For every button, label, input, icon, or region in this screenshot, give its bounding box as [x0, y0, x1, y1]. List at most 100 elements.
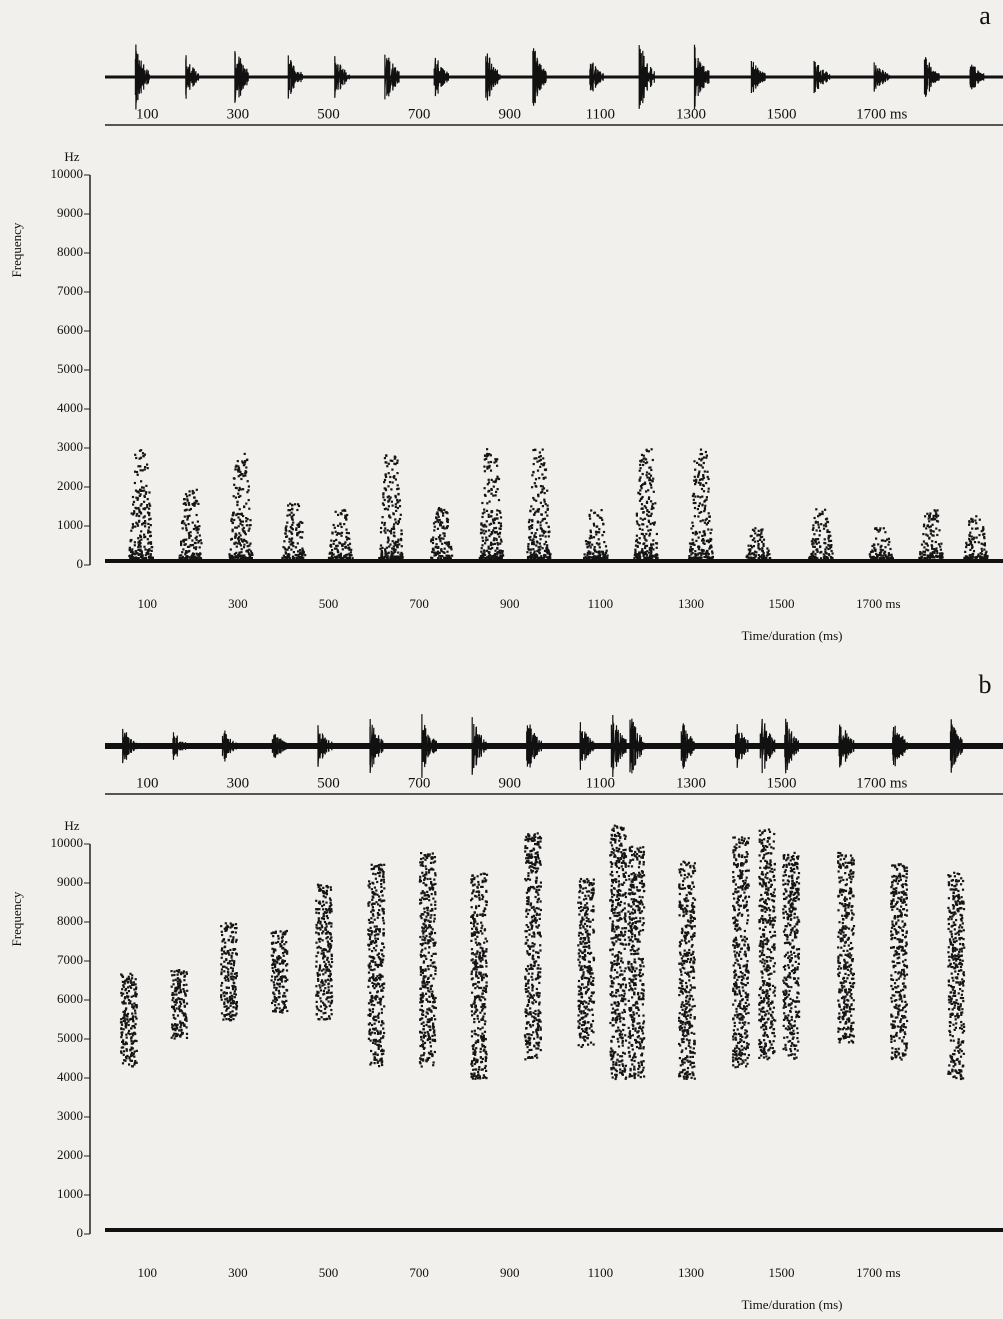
dot — [421, 1065, 423, 1067]
dot — [648, 467, 650, 469]
dot — [285, 977, 287, 979]
dot — [705, 499, 707, 501]
dot — [525, 916, 527, 918]
dot — [492, 481, 494, 483]
dot — [378, 914, 380, 916]
dot — [171, 999, 173, 1001]
dot — [278, 937, 280, 939]
dot — [649, 549, 651, 551]
dot — [642, 543, 644, 545]
dot — [419, 899, 421, 901]
dot — [286, 1010, 288, 1012]
dot — [548, 531, 550, 533]
dot — [186, 1033, 188, 1035]
dot — [689, 557, 691, 559]
dot — [139, 458, 141, 460]
dot — [431, 557, 433, 559]
dot — [149, 505, 151, 507]
dot — [641, 551, 643, 553]
dot — [151, 550, 153, 552]
dot — [432, 898, 434, 900]
dot — [439, 509, 441, 511]
dot — [186, 1020, 188, 1022]
dot — [323, 915, 325, 917]
dot — [224, 1006, 226, 1008]
dot — [703, 530, 705, 532]
dot — [472, 968, 474, 970]
dot — [373, 968, 375, 970]
dot — [690, 546, 692, 548]
dot — [320, 989, 322, 991]
dot — [147, 553, 149, 555]
y-tick-label: 6000 — [57, 322, 83, 337]
dot — [425, 1024, 427, 1026]
dot — [487, 557, 489, 559]
dot — [241, 548, 243, 550]
dot — [525, 1015, 527, 1017]
dot — [438, 516, 440, 518]
dot — [541, 473, 543, 475]
dot — [421, 1032, 423, 1034]
dot — [232, 1018, 234, 1020]
dot — [934, 518, 936, 520]
dot — [703, 456, 705, 458]
dot — [134, 471, 136, 473]
dot — [230, 922, 232, 924]
dot — [193, 528, 195, 530]
dot — [185, 552, 187, 554]
dot — [323, 895, 325, 897]
dot — [540, 557, 542, 559]
dot — [230, 1016, 232, 1018]
dot — [483, 466, 485, 468]
dot — [817, 515, 819, 517]
dot — [274, 959, 276, 961]
dot — [283, 1007, 285, 1009]
dot — [190, 531, 192, 533]
dot — [195, 537, 197, 539]
dot — [485, 530, 487, 532]
dot — [539, 466, 541, 468]
dot — [476, 936, 478, 938]
dot — [536, 461, 538, 463]
dot — [926, 513, 928, 515]
x-tick-label: 1500 — [769, 1265, 795, 1280]
dot — [704, 543, 706, 545]
dot — [498, 551, 500, 553]
dot — [299, 553, 301, 555]
dot — [691, 522, 693, 524]
dot — [246, 542, 248, 544]
dot — [288, 541, 290, 543]
dot — [125, 1041, 127, 1043]
dot — [483, 530, 485, 532]
dot — [701, 504, 703, 506]
dot — [969, 535, 971, 537]
dot — [194, 525, 196, 527]
dot — [488, 461, 490, 463]
dot — [368, 919, 370, 921]
dot — [814, 553, 816, 555]
dot — [816, 543, 818, 545]
panel-label: b — [979, 670, 992, 699]
dot — [136, 1004, 138, 1006]
dot — [375, 930, 377, 932]
dot — [137, 507, 139, 509]
dot — [231, 518, 233, 520]
dot — [420, 892, 422, 894]
dot — [481, 979, 483, 981]
osc-burst — [318, 725, 332, 767]
dot — [375, 1039, 377, 1041]
dot — [929, 512, 931, 514]
dot — [420, 971, 422, 973]
dot — [241, 524, 243, 526]
dot — [221, 953, 223, 955]
dot — [428, 1007, 430, 1009]
dot — [429, 991, 431, 993]
dot — [472, 1048, 474, 1050]
dot — [447, 521, 449, 523]
dot — [121, 1024, 123, 1026]
dot — [152, 557, 154, 559]
dot — [446, 543, 448, 545]
dot — [273, 993, 275, 995]
osc-tick-label: 300 — [227, 775, 250, 791]
dot — [276, 962, 278, 964]
